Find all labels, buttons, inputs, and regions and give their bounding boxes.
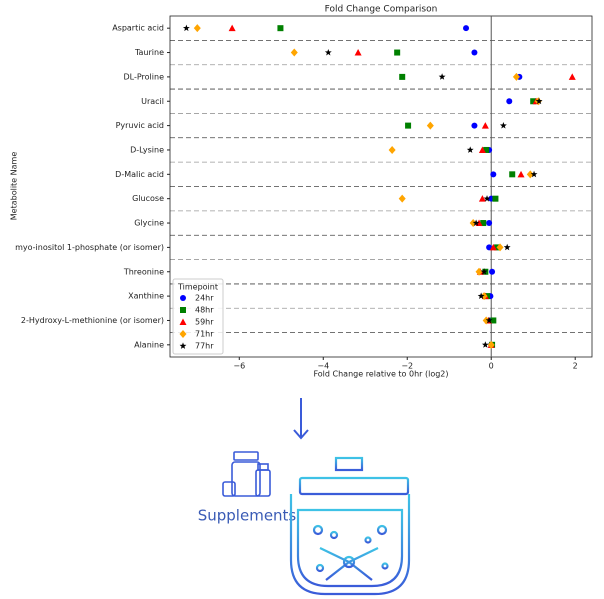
y-tick-label: myo-inositol 1-phosphate (or isomer) — [15, 243, 164, 252]
point — [489, 268, 496, 275]
point — [535, 97, 543, 105]
point — [426, 121, 434, 130]
point — [530, 98, 537, 105]
point — [517, 170, 525, 178]
point — [481, 122, 489, 129]
y-tick-label: Alanine — [134, 340, 164, 349]
supplements-label: Supplements — [198, 507, 297, 525]
legend-label: 48hr — [195, 306, 214, 315]
point — [483, 195, 491, 202]
arrow-head — [293, 429, 309, 440]
point — [480, 268, 488, 275]
point — [568, 73, 576, 80]
point — [496, 243, 504, 252]
y-tick-label: DL-Proline — [124, 72, 165, 81]
point — [489, 243, 497, 251]
point — [438, 73, 446, 80]
bioreactor-icon — [289, 456, 411, 596]
y-tick-label: Glycine — [134, 219, 164, 228]
y-tick-label: D-Malic acid — [115, 170, 164, 179]
point — [463, 25, 470, 32]
y-axis-label: Metabolite Name — [10, 152, 19, 221]
point — [290, 48, 298, 57]
point — [466, 146, 474, 153]
point — [471, 122, 478, 129]
point — [472, 219, 480, 226]
point — [512, 72, 520, 81]
x-tick-label: 2 — [573, 362, 578, 371]
x-tick-label: −2 — [401, 362, 413, 371]
point — [486, 220, 493, 227]
legend-marker — [179, 342, 187, 349]
y-tick-label: Glucose — [132, 194, 164, 203]
y-tick-label: Taurine — [134, 48, 164, 57]
point — [277, 25, 284, 32]
y-tick-label: Threonine — [123, 267, 164, 276]
point — [530, 170, 538, 178]
bottles-icon — [222, 451, 271, 497]
point — [228, 24, 236, 32]
legend-marker — [179, 330, 187, 338]
point — [398, 194, 406, 203]
point — [478, 146, 486, 153]
point — [481, 341, 489, 348]
point — [182, 24, 190, 32]
point — [526, 170, 534, 179]
point — [388, 145, 396, 154]
x-tick-label: 0 — [489, 362, 494, 371]
point — [471, 49, 478, 56]
process-diagram: Supplements — [198, 398, 411, 596]
point — [509, 171, 516, 178]
x-tick-label: −6 — [233, 362, 245, 371]
point — [478, 195, 486, 202]
point — [486, 244, 493, 251]
point — [490, 171, 497, 178]
point — [399, 73, 406, 80]
point — [394, 49, 401, 56]
y-tick-label: Uracil — [141, 97, 164, 106]
point — [506, 98, 513, 105]
y-tick-label: Xanthine — [128, 292, 164, 301]
legend-marker — [180, 307, 186, 313]
point — [354, 49, 362, 56]
legend-label: 24hr — [195, 294, 214, 303]
point — [475, 267, 483, 276]
point — [483, 146, 490, 153]
legend-label: 77hr — [195, 342, 214, 351]
x-axis-label: Fold Change relative to 0hr (log2) — [313, 370, 448, 379]
x-tick-label: −4 — [317, 362, 329, 371]
chart-title: Fold Change Comparison — [325, 5, 438, 15]
y-tick-label: 2-Hydroxy-L-methionine (or isomer) — [21, 316, 164, 325]
point — [485, 316, 493, 324]
legend-label: 71hr — [195, 330, 214, 339]
point — [324, 48, 332, 56]
y-tick-label: D-Lysine — [130, 145, 164, 154]
y-tick-label: Pyruvic acid — [116, 121, 164, 130]
point — [499, 122, 507, 129]
point — [503, 243, 511, 251]
y-tick-label: Aspartic acid — [112, 24, 164, 33]
plot-frame — [169, 15, 593, 358]
legend-marker — [179, 318, 187, 325]
point — [490, 317, 497, 324]
legend-label: 59hr — [195, 318, 214, 327]
point — [480, 220, 487, 227]
point — [477, 292, 485, 300]
legend-marker — [180, 295, 186, 301]
point — [487, 340, 495, 349]
legend-title: Timepoint — [177, 283, 218, 292]
point — [193, 24, 201, 33]
point — [492, 195, 499, 202]
point — [405, 122, 412, 129]
